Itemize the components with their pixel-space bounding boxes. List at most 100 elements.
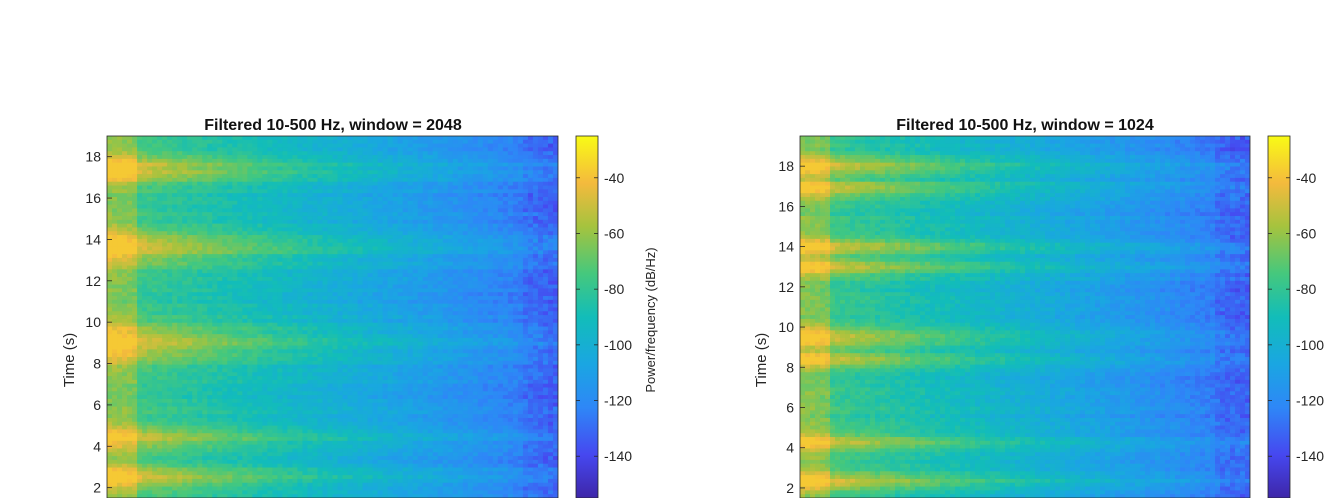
heatmap-cell [257, 242, 263, 248]
heatmap-cell [512, 238, 519, 244]
heatmap-cell [292, 326, 299, 331]
heatmap-cell [332, 204, 339, 209]
heatmap-cell [547, 318, 554, 324]
heatmap-cell [302, 196, 309, 202]
heatmap-cell [357, 174, 364, 179]
heatmap-cell [422, 296, 429, 301]
heatmap-cell [462, 196, 469, 202]
heatmap-cell [342, 311, 349, 316]
heatmap-cell [377, 219, 384, 225]
heatmap-cell [107, 276, 113, 282]
heatmap-cell [337, 341, 344, 347]
heatmap-cell [212, 250, 218, 255]
heatmap-cell [547, 136, 554, 141]
heatmap-cell [292, 246, 299, 251]
heatmap-cell [137, 288, 143, 293]
heatmap-cell [212, 326, 218, 331]
heatmap-cell [332, 238, 339, 244]
heatmap-cell [387, 330, 394, 335]
heatmap-cell [142, 254, 148, 259]
heatmap-cell [367, 284, 374, 290]
heatmap-cell [272, 299, 278, 305]
heatmap-cell [407, 196, 414, 202]
heatmap-cell [437, 315, 444, 320]
heatmap-cell [287, 216, 294, 221]
heatmap-cell [542, 151, 549, 156]
heatmap-cell [412, 139, 419, 145]
heatmap-cell [312, 193, 319, 198]
heatmap-cell [552, 280, 558, 286]
heatmap-cell [292, 235, 299, 240]
heatmap-cell [392, 166, 399, 171]
heatmap-cell [247, 223, 253, 229]
heatmap-cell [542, 330, 549, 335]
heatmap-cell [152, 265, 158, 270]
heatmap-cell [472, 269, 479, 274]
heatmap-cell [142, 231, 148, 236]
heatmap-cell [202, 143, 208, 149]
heatmap-cell [197, 261, 203, 267]
heatmap-cell [467, 162, 474, 168]
heatmap-cell [207, 231, 213, 236]
heatmap-cell [402, 341, 409, 347]
heatmap-cell [537, 185, 544, 190]
heatmap-cell [157, 315, 163, 320]
heatmap-cell [277, 273, 283, 278]
heatmap-cell [257, 216, 263, 221]
heatmap-cell [457, 250, 464, 255]
heatmap-cell [212, 147, 218, 152]
heatmap-cell [402, 288, 409, 293]
heatmap-cell [257, 326, 263, 331]
heatmap-cell [482, 143, 489, 149]
heatmap-cell [432, 204, 439, 209]
heatmap-cell [422, 288, 429, 293]
heatmap-cell [532, 235, 539, 240]
heatmap-cell [157, 284, 163, 290]
heatmap-cell [447, 208, 454, 213]
heatmap-cell [222, 193, 228, 198]
heatmap-cell [442, 189, 449, 194]
heatmap-cell [327, 254, 334, 259]
heatmap-cell [152, 303, 158, 309]
heatmap-cell [312, 299, 319, 305]
heatmap-cell [407, 143, 414, 149]
heatmap-cell [552, 204, 558, 209]
heatmap-cell [432, 216, 439, 221]
heatmap-cell [322, 151, 329, 156]
heatmap-cell [407, 337, 414, 343]
heatmap-cell [257, 257, 263, 263]
heatmap-cell [257, 185, 263, 190]
heatmap-cell [482, 307, 489, 312]
heatmap-cell [337, 200, 344, 206]
heatmap-cell [317, 193, 324, 198]
heatmap-cell [167, 318, 173, 324]
heatmap-cell [207, 276, 213, 282]
heatmap-cell [477, 318, 484, 324]
heatmap-cell [147, 147, 153, 152]
heatmap-cell [287, 193, 294, 198]
heatmap-cell [342, 139, 349, 145]
heatmap-cell [537, 334, 544, 339]
heatmap-cell [297, 269, 304, 274]
heatmap-cell [192, 223, 198, 229]
heatmap-cell [232, 269, 238, 274]
heatmap-cell [482, 147, 489, 152]
heatmap-cell [197, 151, 203, 156]
heatmap-cell [552, 196, 558, 202]
heatmap-cell [287, 276, 294, 282]
heatmap-cell [417, 170, 424, 175]
heatmap-cell [217, 250, 223, 255]
heatmap-cell [212, 265, 218, 270]
heatmap-cell [527, 219, 534, 225]
heatmap-cell [492, 166, 499, 171]
heatmap-cell [287, 151, 294, 156]
heatmap-cell [252, 269, 258, 274]
heatmap-cell [292, 166, 299, 171]
heatmap-cell [237, 299, 243, 305]
heatmap-cell [242, 318, 248, 324]
heatmap-cell [432, 326, 439, 331]
heatmap-cell [237, 242, 243, 248]
heatmap-cell [182, 174, 188, 179]
heatmap-cell [417, 216, 424, 221]
